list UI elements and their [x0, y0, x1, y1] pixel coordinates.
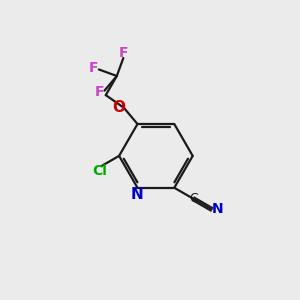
Text: F: F: [89, 61, 98, 75]
Text: F: F: [118, 46, 128, 60]
Text: Cl: Cl: [92, 164, 107, 178]
Text: F: F: [94, 85, 104, 99]
Text: N: N: [131, 187, 144, 202]
Text: N: N: [211, 202, 223, 216]
Text: C: C: [189, 192, 198, 205]
Text: O: O: [112, 100, 125, 115]
